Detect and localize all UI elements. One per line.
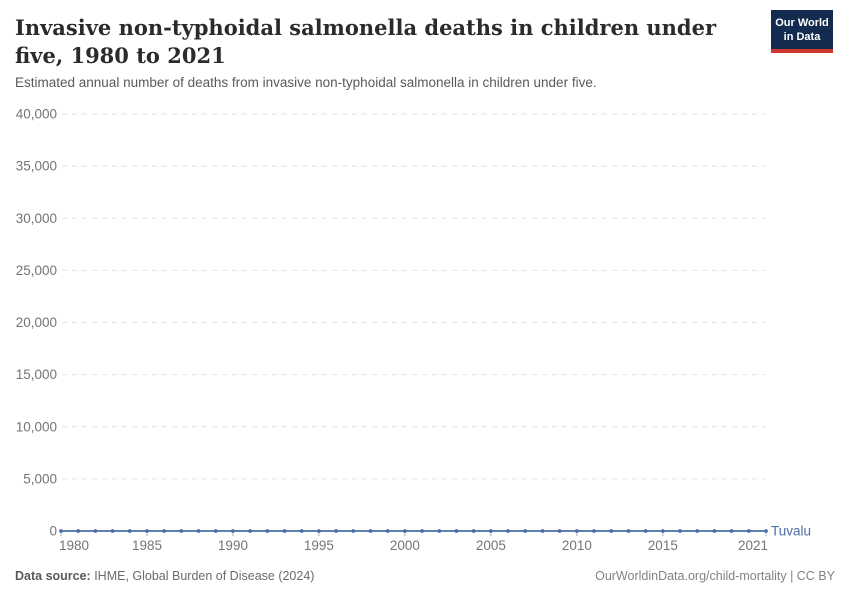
data-point — [488, 529, 493, 533]
data-point — [678, 529, 682, 533]
y-axis-tick-label: 5,000 — [23, 471, 57, 486]
data-point — [454, 529, 459, 533]
data-point — [385, 529, 390, 533]
data-point — [471, 529, 476, 533]
data-point — [110, 529, 115, 533]
data-point — [592, 529, 596, 533]
data-source-label: Data source: — [15, 569, 91, 583]
data-source-text: IHME, Global Burden of Disease (2024) — [90, 569, 315, 583]
y-axis-tick-label: 30,000 — [16, 211, 57, 226]
data-point — [127, 529, 132, 533]
data-point — [712, 529, 717, 533]
data-point — [540, 529, 545, 533]
x-axis-tick-label: 2021 — [738, 538, 768, 553]
data-point — [282, 529, 287, 533]
data-point — [179, 529, 184, 533]
data-point — [403, 529, 407, 533]
data-point — [746, 529, 751, 533]
data-point — [609, 529, 614, 533]
data-point — [213, 529, 218, 533]
y-axis-tick-label: 40,000 — [16, 107, 57, 122]
y-axis-tick-label: 15,000 — [16, 367, 57, 382]
owid-logo-line1: Our World — [775, 17, 829, 29]
chart-footer: Data source: IHME, Global Burden of Dise… — [15, 569, 835, 583]
owid-logo[interactable]: Our World in Data — [771, 10, 833, 53]
x-axis-tick-label: 1985 — [132, 538, 162, 553]
data-point — [231, 529, 235, 533]
data-point — [162, 529, 167, 533]
data-point — [59, 529, 63, 533]
x-axis-tick-label: 2000 — [390, 538, 420, 553]
chart-header: Invasive non-typhoidal salmonella deaths… — [0, 0, 850, 90]
data-point — [145, 529, 149, 533]
data-point — [626, 529, 631, 533]
y-axis-tick-label: 10,000 — [16, 419, 57, 434]
x-axis-tick-label: 2005 — [476, 538, 506, 553]
y-axis-tick-label: 0 — [49, 524, 57, 539]
data-point — [764, 529, 768, 533]
data-point — [660, 529, 665, 533]
x-axis-tick-label: 1990 — [218, 538, 248, 553]
chart-subtitle: Estimated annual number of deaths from i… — [15, 75, 597, 91]
y-axis-tick-label: 25,000 — [16, 263, 57, 278]
data-point — [76, 529, 81, 533]
data-point — [523, 529, 528, 533]
data-point — [437, 529, 442, 533]
data-point — [351, 529, 356, 533]
y-axis-tick-label: 35,000 — [16, 159, 57, 174]
x-axis-tick-label: 1980 — [59, 538, 89, 553]
data-point — [334, 529, 339, 533]
data-point — [93, 529, 98, 533]
data-source: Data source: IHME, Global Burden of Dise… — [15, 569, 314, 583]
data-point — [574, 529, 579, 533]
data-point — [557, 529, 562, 533]
data-point — [248, 529, 253, 533]
entity-label[interactable]: Tuvalu — [771, 524, 811, 539]
chart-title: Invasive non-typhoidal salmonella deaths… — [15, 15, 717, 68]
data-point — [729, 529, 734, 533]
data-point — [695, 529, 700, 533]
footer-link[interactable]: OurWorldinData.org/child-mortality | CC … — [595, 569, 835, 583]
data-point — [196, 529, 201, 533]
data-point — [643, 529, 648, 533]
data-point — [420, 529, 424, 533]
owid-logo-line2: in Data — [783, 31, 821, 43]
y-axis-tick-label: 20,000 — [16, 315, 57, 330]
x-axis-tick-label: 2010 — [562, 538, 592, 553]
data-point — [299, 529, 304, 533]
x-axis-tick-label: 1995 — [304, 538, 334, 553]
x-axis-tick-label: 2015 — [648, 538, 678, 553]
data-point — [368, 529, 373, 533]
data-point — [317, 529, 321, 533]
data-point — [265, 529, 270, 533]
data-point — [506, 529, 510, 533]
